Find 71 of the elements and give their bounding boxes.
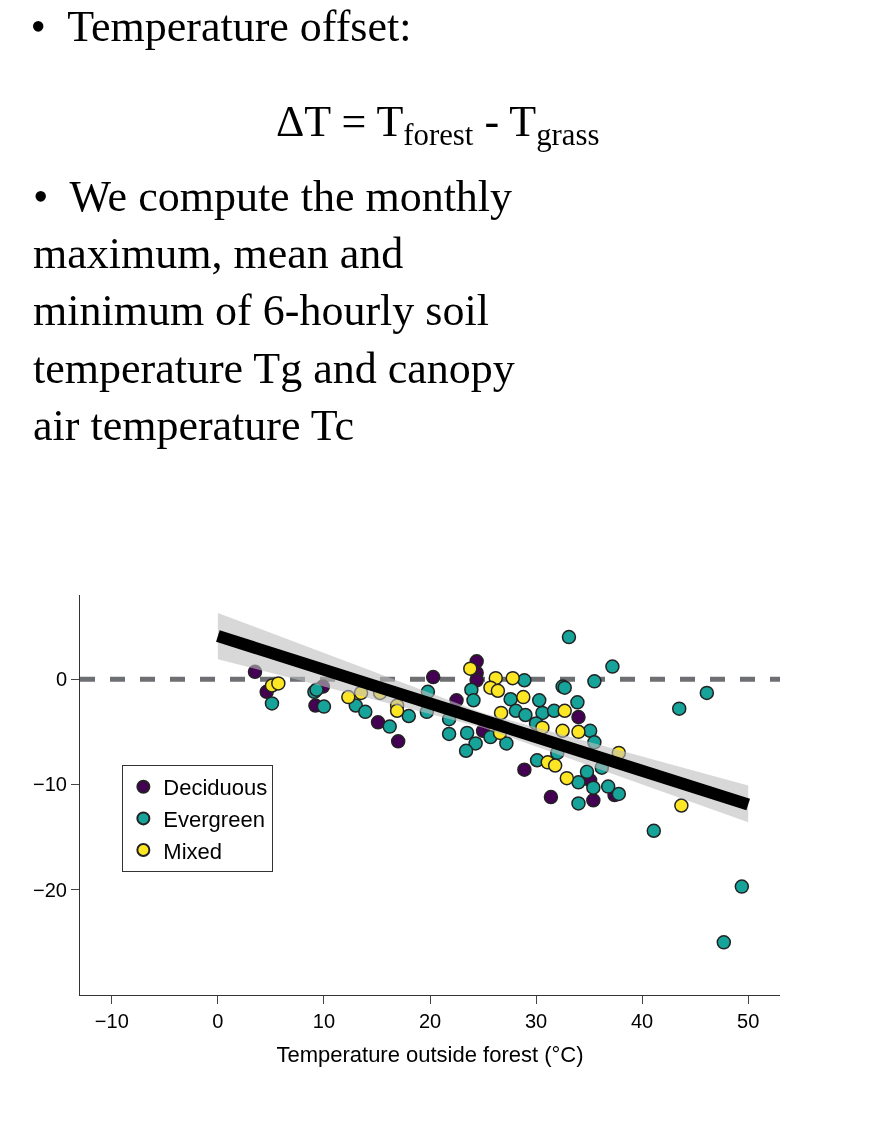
point (559, 770, 575, 786)
x-tick-label: −10 (94, 1010, 129, 1032)
point (672, 701, 687, 716)
point (555, 723, 570, 739)
point (532, 693, 547, 708)
point (579, 764, 595, 780)
point (503, 691, 518, 707)
x-tick-label: 20 (418, 1010, 442, 1032)
point (425, 669, 441, 685)
point (458, 743, 474, 759)
point (646, 823, 662, 839)
point (586, 780, 601, 795)
point (561, 629, 577, 645)
point (570, 695, 585, 710)
point (516, 689, 531, 705)
x-tick-label: 30 (524, 1010, 548, 1032)
point (382, 719, 397, 734)
point (587, 735, 602, 750)
point (734, 879, 750, 894)
point (468, 736, 483, 751)
legend-label: Mixed (163, 838, 223, 864)
point (264, 696, 280, 711)
point (571, 709, 586, 725)
point (716, 935, 732, 950)
point (358, 704, 373, 720)
y-tick-label: −10 (33, 773, 67, 796)
point (463, 661, 478, 676)
point (505, 670, 520, 686)
point (401, 708, 417, 724)
point (499, 736, 514, 751)
point (699, 685, 715, 701)
point (674, 798, 689, 813)
x-axis-title: Temperature outside forest (°C) (276, 1041, 584, 1067)
point (247, 664, 263, 680)
chart-title: • Temperature offset: (30, 1, 412, 51)
point (441, 726, 457, 742)
y-tick-label: 0 (55, 668, 67, 691)
point (517, 673, 532, 688)
legend-label: Evergreen (163, 806, 265, 832)
point (316, 699, 332, 714)
point (490, 683, 506, 699)
point (449, 693, 464, 708)
point (517, 762, 532, 777)
point (543, 789, 559, 805)
legend-label: Deciduous (163, 775, 268, 801)
point (557, 703, 572, 719)
point (587, 674, 602, 689)
point (518, 707, 533, 723)
point (389, 703, 405, 719)
point (611, 786, 627, 802)
x-tick-label: 50 (737, 1010, 760, 1032)
point (605, 659, 620, 674)
point (459, 725, 475, 741)
text: • We compute the monthly maximum, mean and minimum of 6-hourly soil temperature Tg and canopy air temperature Tc (33, 172, 515, 450)
text: ΔT = T$_{forest}$ - T$_{grass}$ (276, 97, 600, 153)
point (466, 693, 481, 708)
y-tick-label: −20 (33, 878, 67, 901)
x-tick-label: 10 (312, 1010, 336, 1032)
point (571, 724, 586, 740)
point (586, 793, 601, 808)
point (547, 758, 563, 773)
point (493, 705, 509, 721)
point (600, 779, 616, 794)
point (271, 676, 286, 691)
point (370, 715, 386, 730)
point (571, 775, 586, 790)
x-tick-label: 0 (212, 1010, 224, 1032)
point (571, 796, 586, 811)
x-tick-label: 40 (630, 1010, 654, 1032)
point (390, 734, 406, 749)
point (341, 689, 356, 705)
